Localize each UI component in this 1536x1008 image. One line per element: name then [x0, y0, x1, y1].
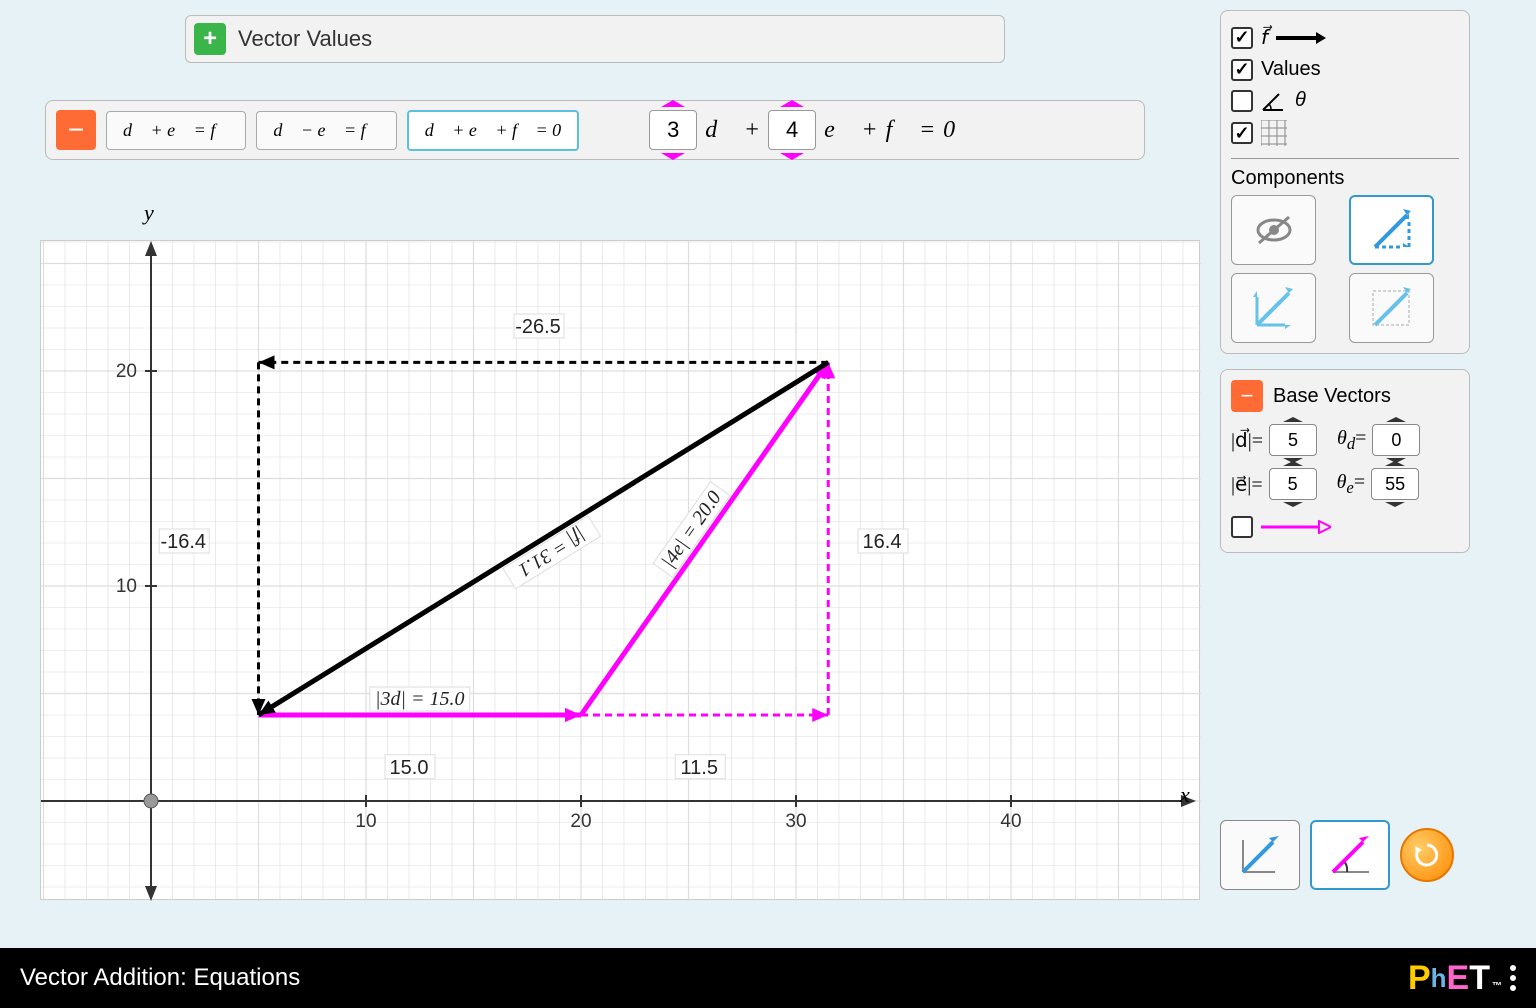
vector-values-accordion[interactable]: + Vector Values: [185, 15, 1005, 63]
svg-text:11.5: 11.5: [681, 757, 718, 779]
base-vector-arrow-icon: [1261, 520, 1331, 534]
e-angle-input[interactable]: [1371, 468, 1419, 500]
reset-icon: [1412, 840, 1442, 870]
d-mag-label: |d⃗|=: [1231, 428, 1263, 453]
e-angle-down-icon[interactable]: [1385, 502, 1405, 507]
coef-d-up-icon[interactable]: [661, 100, 685, 107]
polar-icon: [1325, 830, 1375, 880]
angle-icon: [1261, 90, 1287, 112]
display-options-panel: f⃗ Values θ Components: [1220, 10, 1470, 354]
vector-values-label: Vector Values: [238, 26, 372, 52]
sum-vector-label: f⃗: [1261, 25, 1268, 50]
collapse-equation-button[interactable]: −: [56, 110, 96, 150]
e-mag-up-icon[interactable]: [1283, 461, 1303, 466]
d-mag-input[interactable]: [1269, 424, 1317, 456]
e-angle-up-icon[interactable]: [1385, 461, 1405, 466]
x-axis-label: x: [1180, 782, 1190, 808]
coef-e-spinner[interactable]: [768, 110, 816, 150]
cartesian-mode-button[interactable]: [1220, 820, 1300, 890]
coef-e-up-icon[interactable]: [780, 100, 804, 107]
svg-text:16.4: 16.4: [863, 531, 902, 553]
coef-d-input[interactable]: [649, 110, 697, 150]
d-mag-up-icon[interactable]: [1283, 417, 1303, 422]
svg-text:-16.4: -16.4: [160, 531, 206, 553]
e-mag-input[interactable]: [1269, 468, 1317, 500]
coef-d-spinner[interactable]: [649, 110, 697, 150]
d-angle-up-icon[interactable]: [1386, 417, 1406, 422]
svg-text:30: 30: [785, 811, 806, 832]
equation-option-0[interactable]: d⃗ + e⃗ = f⃗: [106, 111, 246, 150]
vec-d-symbol: d⃗: [705, 117, 736, 144]
values-checkbox[interactable]: [1231, 59, 1253, 81]
e-angle-label: θe=: [1337, 471, 1366, 498]
grid-icon: [1261, 120, 1287, 146]
polar-mode-button[interactable]: [1310, 820, 1390, 890]
svg-text:-26.5: -26.5: [515, 316, 561, 338]
components-label: Components: [1231, 167, 1459, 190]
coef-d-down-icon[interactable]: [661, 153, 685, 160]
angles-checkbox[interactable]: [1231, 90, 1253, 112]
phet-logo[interactable]: PhET™: [1408, 959, 1502, 998]
onaxis-components-icon: [1249, 283, 1299, 333]
grid-checkbox[interactable]: [1231, 122, 1253, 144]
components-option-onaxis[interactable]: [1231, 273, 1316, 343]
base-vectors-panel: − Base Vectors |d⃗|= θd= |e⃗|= θe=: [1220, 369, 1470, 553]
vec-e-symbol: e⃗: [824, 117, 853, 144]
expand-button[interactable]: +: [194, 23, 226, 55]
coef-e-down-icon[interactable]: [780, 153, 804, 160]
svg-text:10: 10: [355, 811, 376, 832]
eye-off-icon: [1254, 215, 1294, 245]
d-angle-label: θd=: [1337, 427, 1366, 454]
sim-title: Vector Addition: Equations: [20, 964, 300, 992]
reset-button[interactable]: [1400, 828, 1454, 882]
equation-option-1[interactable]: d⃗ − e⃗ = f⃗: [256, 111, 396, 150]
d-angle-input[interactable]: [1372, 424, 1420, 456]
base-vectors-title: Base Vectors: [1273, 385, 1391, 408]
cartesian-icon: [1235, 830, 1285, 880]
svg-text:40: 40: [1000, 811, 1021, 832]
svg-text:|3d| = 15.0: |3d| = 15.0: [375, 688, 465, 710]
e-mag-spinner[interactable]: [1269, 468, 1317, 500]
arrow-icon: [1276, 32, 1326, 44]
svg-text:15.0: 15.0: [390, 757, 429, 779]
projection-components-icon: [1367, 283, 1417, 333]
footer-bar: Vector Addition: Equations PhET™: [0, 948, 1536, 1008]
equation-option-2[interactable]: d⃗ + e⃗ + f⃗ = 0: [407, 110, 580, 151]
svg-text:20: 20: [570, 811, 591, 832]
d-mag-spinner[interactable]: [1269, 424, 1317, 456]
components-option-triangle[interactable]: [1349, 195, 1434, 265]
angle-label: θ: [1295, 89, 1306, 112]
graph-svg: 10 20 30 40 10 20 15.0 11.5 16.4 -26.5 -16.4 |3d| =…: [41, 241, 1201, 901]
collapse-base-vectors-button[interactable]: −: [1231, 380, 1263, 412]
d-angle-spinner[interactable]: [1372, 424, 1420, 456]
components-option-projection[interactable]: [1349, 273, 1434, 343]
svg-text:20: 20: [116, 361, 137, 382]
equation-display: d⃗ + e⃗ + f⃗ = 0: [649, 110, 955, 150]
e-mag-down-icon[interactable]: [1283, 502, 1303, 507]
menu-icon[interactable]: [1510, 965, 1516, 991]
show-base-vectors-checkbox[interactable]: [1231, 516, 1253, 538]
coef-e-input[interactable]: [768, 110, 816, 150]
e-angle-spinner[interactable]: [1371, 468, 1419, 500]
svg-text:10: 10: [116, 576, 137, 597]
graph-canvas[interactable]: 10 20 30 40 10 20 15.0 11.5 16.4 -26.5 -16.4 |3d| =…: [40, 240, 1200, 900]
e-mag-label: |e⃗|=: [1231, 472, 1263, 497]
vec-f-symbol: f⃗: [886, 117, 911, 144]
components-option-none[interactable]: [1231, 195, 1316, 265]
sum-vector-checkbox[interactable]: [1231, 27, 1253, 49]
values-label: Values: [1261, 58, 1321, 81]
equation-toolbar: − d⃗ + e⃗ = f⃗ d⃗ − e⃗ = f⃗ d⃗ + e⃗ + f⃗…: [45, 100, 1145, 160]
y-axis-label: y: [144, 200, 154, 226]
triangle-components-icon: [1367, 205, 1417, 255]
